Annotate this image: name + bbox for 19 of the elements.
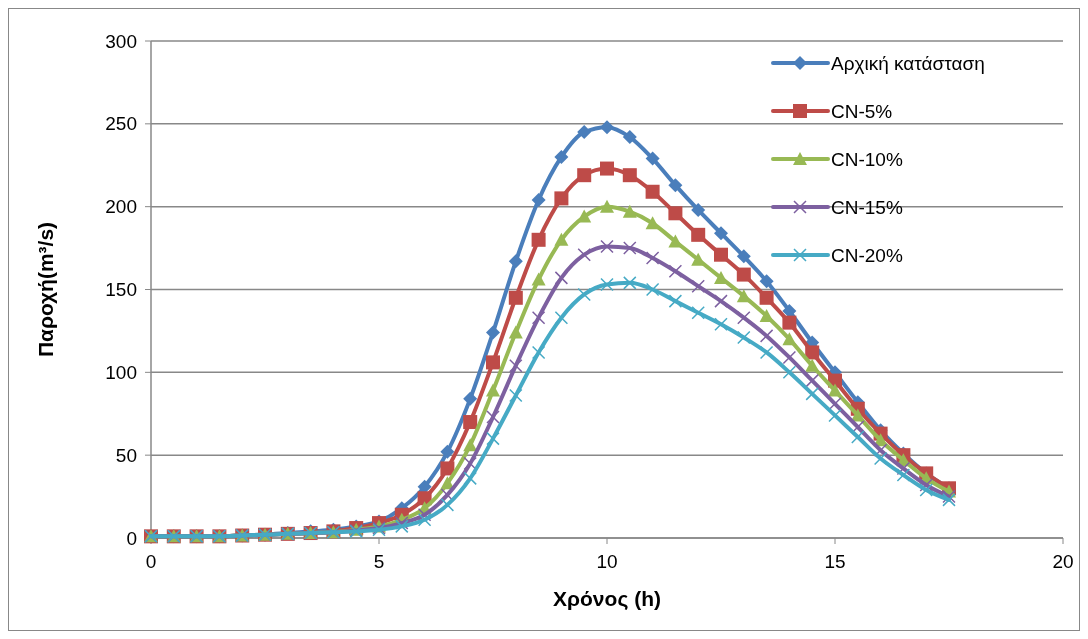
x-tick-label: 20 xyxy=(1052,551,1074,572)
y-tick-label: 300 xyxy=(105,30,137,52)
legend-label: CN-15% xyxy=(831,196,903,218)
x-tick-label: 10 xyxy=(596,551,618,572)
x-tick-label: 0 xyxy=(145,551,157,572)
legend-label: CN-5% xyxy=(831,100,893,122)
x-axis-title: Χρόνος (h) xyxy=(553,587,661,611)
y-tick-label: 0 xyxy=(126,527,137,549)
x-tick-label: 15 xyxy=(824,551,846,572)
legend-label: CN-10% xyxy=(831,148,903,170)
x-tick-label: 5 xyxy=(373,551,385,572)
legend-label: Αρχική κατάσταση xyxy=(831,52,985,74)
y-axis-title: Παροχή(m³/s) xyxy=(34,221,57,358)
y-tick-label: 200 xyxy=(105,196,137,218)
y-tick-label: 250 xyxy=(105,113,137,135)
y-tick-label: 150 xyxy=(105,279,137,301)
y-tick-label: 100 xyxy=(105,361,137,383)
y-tick-label: 50 xyxy=(115,444,137,466)
legend-label: CN-20% xyxy=(831,244,903,266)
